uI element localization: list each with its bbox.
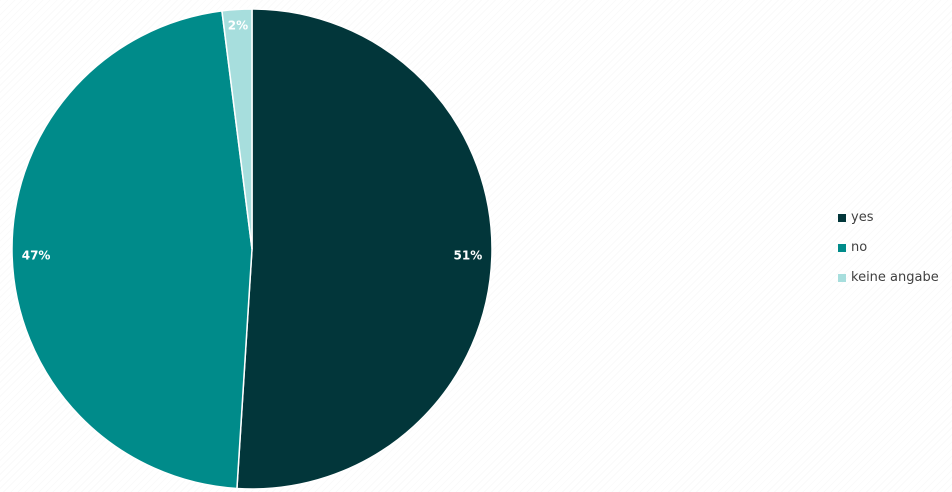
legend-swatch — [838, 273, 846, 282]
legend-item-yes: yes — [838, 208, 939, 227]
legend-item-no: no — [838, 238, 939, 257]
data-label-keine-angabe: 2% — [228, 19, 248, 33]
legend-label: keine angabe — [851, 270, 939, 285]
legend-swatch — [838, 243, 846, 252]
pie-slice-no — [11, 10, 253, 490]
legend-swatch — [838, 213, 846, 222]
pie-slice-yes — [236, 8, 493, 490]
legend: yes no keine angabe — [838, 208, 939, 287]
legend-item-keine-angabe: keine angabe — [838, 268, 939, 287]
legend-label: no — [851, 240, 868, 255]
pie-slice-keine-angabe — [221, 8, 253, 250]
legend-label: yes — [851, 210, 874, 225]
data-label-yes: 51% — [454, 248, 483, 262]
data-label-no: 47% — [22, 248, 51, 262]
